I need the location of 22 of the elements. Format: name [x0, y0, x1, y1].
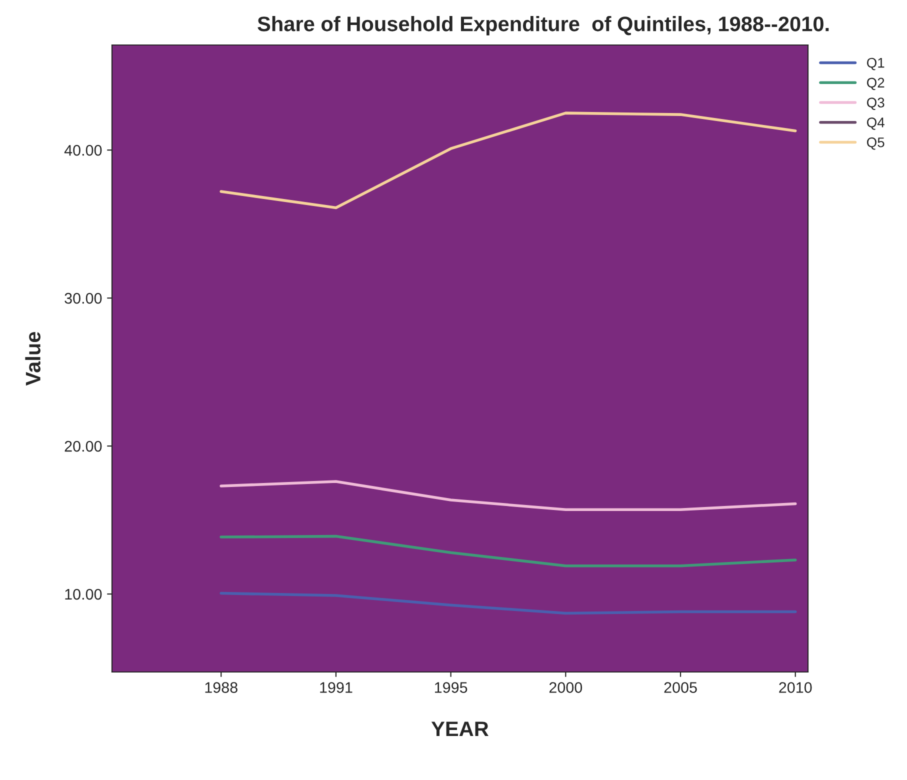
legend-label: Q5 — [866, 137, 884, 150]
x-tick-label: 1995 — [434, 682, 468, 693]
y-tick-label: 10.00 — [65, 588, 102, 600]
x-axis-title: YEAR — [431, 722, 489, 736]
y-tick-label: 20.00 — [64, 440, 102, 452]
legend-label: Q2 — [866, 78, 884, 90]
legend-label: Q1 — [866, 58, 884, 70]
legend-label: Q3 — [866, 98, 884, 110]
legend-label: Q4 — [866, 118, 884, 130]
x-tick-label: 2000 — [549, 682, 582, 693]
x-tick-label: 2010 — [779, 682, 812, 693]
line-series — [220, 480, 797, 512]
chart-title: Share of Household Expenditure of Quintiles, 1988--2010. — [258, 16, 829, 36]
y-axis-title: Value — [25, 332, 40, 386]
y-tick-label: 40.00 — [64, 144, 102, 156]
x-tick-label: 2005 — [664, 682, 697, 693]
line-series — [220, 592, 797, 615]
x-tick-label: 1988 — [205, 682, 238, 693]
y-tick-label: 30.00 — [64, 292, 102, 304]
x-tick-label: 1991 — [320, 682, 352, 693]
line-series — [220, 534, 797, 568]
line-series — [220, 112, 797, 210]
